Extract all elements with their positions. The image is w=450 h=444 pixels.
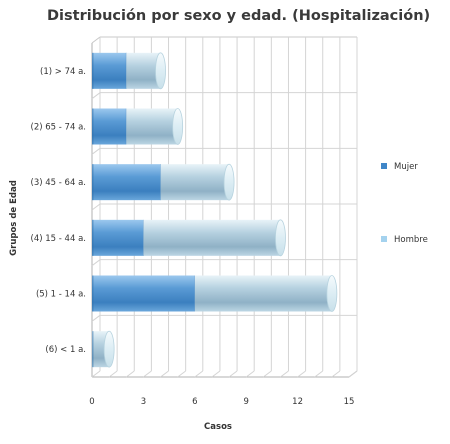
bar-hombre [126,52,161,89]
bar-mujer [92,275,195,312]
legend-label-mujer: Mujer [394,162,418,172]
floor-gridline [125,370,135,378]
bar-mujer [92,164,161,201]
bar-base [92,52,94,89]
x-tick-label: 0 [89,397,94,407]
floor-gridline [245,370,255,378]
category-separator [91,147,101,155]
bar-group [92,219,286,257]
bar-hombre [160,164,230,201]
floor-gridline [297,370,306,378]
floor-gridline [91,370,101,378]
floor-gridline [263,370,272,378]
category-label: (5) 1 - 14 a. [36,290,86,300]
floor-gridline [314,370,324,378]
x-axis-ticks: 0 3 6 9 12 15 [89,397,354,407]
bar-end-cap [275,219,286,257]
bar-base [92,219,94,256]
floor-gridline [331,370,341,378]
y-axis-title: Grupos de Edad [9,180,19,256]
bar-end-cap [155,52,166,90]
x-tick-label: 12 [292,397,303,407]
bar-base [92,331,94,368]
legend: Mujer Hombre [381,162,428,245]
bar-end-cap [172,108,184,145]
bar-mujer [92,52,127,89]
bar-base [92,164,94,201]
legend-swatch-hombre [381,236,387,242]
x-tick-label: 6 [192,397,197,407]
bars [92,52,338,368]
floor-gridline [280,370,289,378]
category-label: (6) < 1 a. [45,345,86,355]
bar-mujer [92,219,144,256]
x-tick-label: 3 [141,397,146,407]
bar-hombre [194,275,332,312]
bar-end-cap [223,163,235,201]
category-label: (3) 45 - 64 a. [31,178,86,188]
bar-group [92,108,184,145]
bar-hombre [143,219,281,256]
floor-gridline [194,370,204,378]
category-label: (1) > 74 a. [40,67,86,77]
category-labels: (1) > 74 a. (2) 65 - 74 a. (3) 45 - 64 a. (… [31,67,86,355]
floor-gridline [108,370,118,378]
bar-base [92,275,94,312]
bar-group [92,52,166,90]
bar-group [92,163,235,201]
x-tick-label: 9 [243,397,248,407]
category-label: (4) 15 - 44 a. [31,234,86,244]
bar-end-cap [103,330,115,368]
bar-end-cap [326,275,338,312]
floor-gridline [211,370,221,378]
x-axis-title: Casos [204,422,232,432]
floor-gridline [143,370,152,378]
bar-group [92,330,115,368]
floor-gridline [160,370,169,378]
category-separator [91,203,101,211]
gridlines [91,37,358,378]
category-separator [91,92,101,100]
floor-gridline [348,370,358,378]
x-tick-label: 15 [344,397,355,407]
chart-title: Distribución por sexo y edad. (Hospitali… [47,8,430,24]
bar-mujer [92,108,127,145]
bar-group [92,275,338,312]
legend-label-hombre: Hombre [394,235,428,245]
floor-gridline [177,370,186,378]
frame-corner [91,36,101,44]
category-label: (2) 65 - 74 a. [31,123,86,133]
legend-swatch-mujer [381,163,387,169]
category-separator [91,314,101,322]
bar-base [92,108,94,145]
floor-gridline [228,370,238,378]
bar-hombre [126,108,178,145]
category-separator [91,259,101,267]
